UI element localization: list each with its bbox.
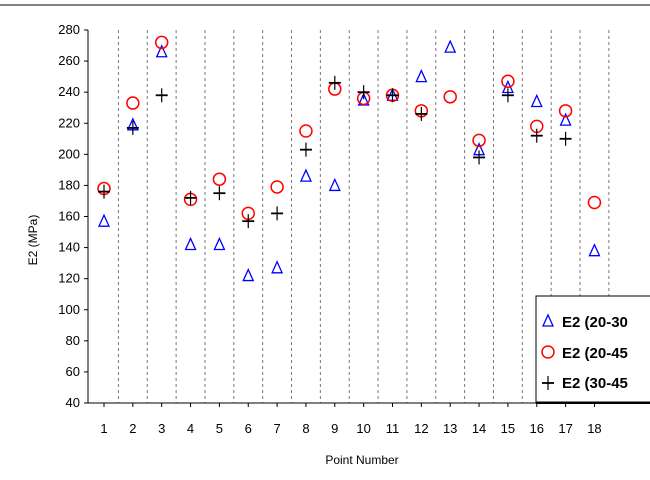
series-3-point [328, 75, 341, 90]
series-3-point [299, 142, 312, 157]
series-3-point [530, 128, 543, 143]
x-tick-label: 1 [100, 421, 107, 436]
series-3-point [559, 131, 572, 146]
series-2-point [299, 124, 313, 138]
y-tick-label: 100 [58, 302, 80, 317]
x-tick-label: 5 [216, 421, 223, 436]
y-tick-label: 40 [66, 395, 80, 410]
x-tick-label: 10 [356, 421, 370, 436]
legend: E2 (20-30 E2 (20-45 E2 (30-45 [535, 295, 650, 404]
series-1-point [328, 177, 341, 192]
y-tick-label: 200 [58, 146, 80, 161]
x-tick-label: 13 [443, 421, 457, 436]
series-1-point [97, 213, 111, 227]
y-tick-label: 240 [58, 84, 80, 99]
series-3-point [155, 88, 168, 103]
x-tick-label: 15 [501, 421, 515, 436]
x-tick-label: 16 [530, 421, 544, 436]
series-1-point [588, 243, 601, 257]
series-3-point [357, 85, 370, 100]
y-axis-title: E2 (MPa) [26, 215, 40, 266]
legend-box [535, 295, 650, 403]
series-2-point [270, 180, 284, 194]
series-1-point [213, 236, 226, 251]
series-2-point [558, 104, 573, 118]
x-tick-label: 12 [414, 421, 428, 436]
series-1-point [299, 168, 312, 182]
x-tick-label: 7 [273, 421, 280, 436]
y-tick-label: 160 [58, 209, 80, 224]
series-3-point [98, 184, 110, 199]
series-2-point [212, 172, 227, 186]
x-tick-label: 9 [331, 421, 338, 436]
y-tick-label: 80 [66, 333, 80, 348]
y-tick-label: 280 [58, 22, 80, 37]
y-tick-label: 180 [58, 177, 80, 192]
series-3-point [386, 88, 399, 103]
x-tick-label: 11 [386, 421, 400, 436]
series-1-point [155, 44, 168, 58]
data-points [97, 35, 602, 282]
series-2-point [154, 35, 169, 50]
series-1-point [242, 267, 255, 282]
series-3-point [501, 88, 514, 103]
series-1-point [444, 39, 457, 53]
legend-symbol-1 [541, 313, 555, 327]
series-1-point [530, 93, 543, 108]
x-tick-label: 3 [158, 421, 165, 436]
x-tick-label: 6 [245, 421, 252, 436]
series-3-point [415, 106, 428, 121]
series-2-point [472, 133, 486, 148]
series-2-point [587, 195, 602, 210]
series-3-point [213, 186, 226, 201]
y-tick-labels: 40 60 80 100 120 140 160 180 200 220 240 260 280 [58, 22, 80, 410]
legend-label-1: E2 (20-30 [562, 314, 628, 331]
series-1-point [415, 69, 428, 83]
series-1-point [559, 112, 572, 126]
series-3-point [242, 214, 255, 229]
grid-lines [117, 30, 610, 403]
series-2-point [501, 74, 515, 89]
y-tick-label: 120 [58, 271, 80, 286]
legend-symbol-3 [542, 376, 554, 390]
series-2-point [443, 90, 457, 104]
x-tick-label: 17 [558, 421, 572, 436]
y-tick-label: 60 [66, 364, 80, 379]
series-3-point [271, 206, 284, 221]
series-2-point [126, 96, 140, 110]
x-axis-title: Point Number [325, 453, 398, 467]
y-tick-label: 140 [58, 240, 80, 255]
x-tick-label: 4 [187, 421, 194, 436]
series-3-point [473, 150, 486, 165]
x-tick-label: 8 [302, 421, 309, 436]
y-tick-label: 220 [58, 115, 80, 130]
x-tick-label: 14 [472, 421, 486, 436]
x-tick-label: 18 [587, 421, 601, 436]
x-tick-labels: 1 2 3 4 5 6 7 8 9 10 11 12 13 14 15 16 17 18 [100, 421, 601, 436]
series-3-point [184, 190, 197, 205]
legend-label-3: E2 (30-45 [562, 375, 628, 392]
legend-symbol-2 [541, 345, 555, 359]
legend-label-2: E2 (20-45 [562, 345, 628, 362]
series-3-point [126, 120, 139, 135]
legend-shadow [536, 402, 650, 404]
series-1-point [184, 236, 197, 251]
series-1-point [271, 260, 284, 274]
x-tick-label: 2 [129, 421, 136, 436]
y-tick-label: 260 [58, 53, 80, 68]
